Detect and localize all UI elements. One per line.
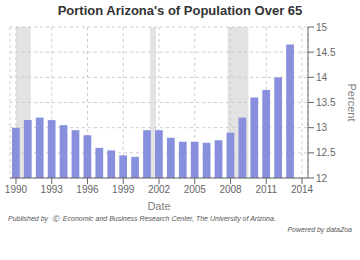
svg-text:13: 13 — [316, 122, 328, 133]
svg-text:1999: 1999 — [112, 184, 135, 195]
html-text:Powered by dataZoa: Powered by dataZoa — [287, 226, 352, 233]
svg-text:14: 14 — [316, 72, 328, 83]
svg-text:14.5: 14.5 — [316, 47, 336, 58]
svg-text:2002: 2002 — [148, 184, 171, 195]
svg-text:2008: 2008 — [219, 184, 242, 195]
svg-text:2005: 2005 — [184, 184, 207, 195]
svg-text:13.5: 13.5 — [316, 97, 336, 108]
html-text:Published by Ⓔ Economic and Bu: Published by Ⓔ Economic and Business Res… — [8, 215, 276, 222]
html-text:Portion Arizona's of Populatio: Portion Arizona's of Population Over 65 — [57, 3, 303, 18]
svg-text:1996: 1996 — [76, 184, 99, 195]
svg-text:12: 12 — [316, 173, 328, 184]
svg-text:Percent: Percent — [346, 84, 352, 122]
svg-text:Date: Date — [147, 200, 170, 212]
svg-text:2014: 2014 — [291, 184, 314, 195]
svg-text:2011: 2011 — [256, 184, 278, 195]
svg-text:1990: 1990 — [8, 184, 28, 195]
svg-text:15: 15 — [316, 22, 328, 33]
svg-text:12.5: 12.5 — [316, 147, 336, 158]
svg-text:1993: 1993 — [41, 184, 64, 195]
